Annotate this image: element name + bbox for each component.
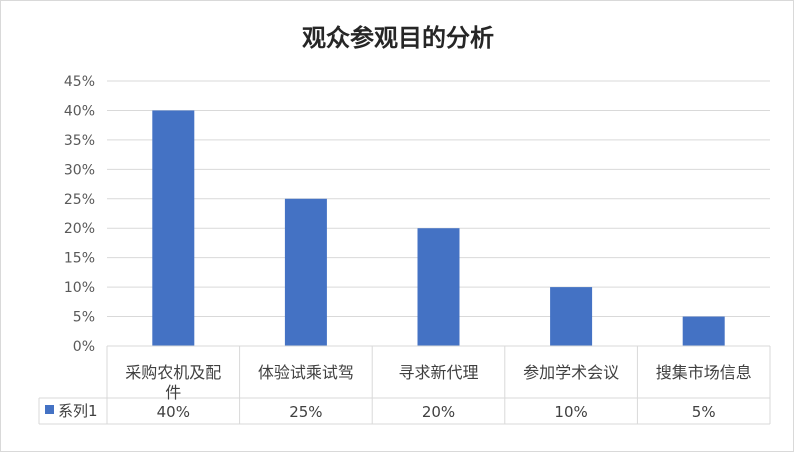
bar bbox=[550, 287, 593, 346]
y-tick-label: 0% bbox=[73, 339, 95, 355]
table-value: 10% bbox=[554, 403, 587, 421]
bars bbox=[152, 110, 725, 346]
y-tick-label: 30% bbox=[64, 162, 95, 178]
y-tick-label: 20% bbox=[64, 221, 95, 237]
y-tick-label: 35% bbox=[64, 133, 95, 149]
bar bbox=[682, 316, 725, 346]
category-label: 寻求新代理 bbox=[398, 363, 478, 382]
y-tick-label: 10% bbox=[64, 280, 95, 296]
chart-title: 观众参观目的分析 bbox=[302, 23, 494, 52]
category-label: 体验试乘试驾 bbox=[258, 363, 354, 382]
table-value: 5% bbox=[692, 403, 716, 421]
y-tick-label: 5% bbox=[73, 310, 95, 326]
category-label: 采购农机及配 bbox=[125, 363, 221, 382]
table-value: 25% bbox=[289, 403, 322, 421]
y-tick-label: 40% bbox=[64, 103, 95, 119]
y-axis-ticks: 0% 5% 10% 15% 20% 25% 30% 35% 40% 45% bbox=[64, 74, 95, 355]
series-name: 系列1 bbox=[58, 402, 98, 420]
table-value: 40% bbox=[157, 403, 190, 421]
y-tick-label: 25% bbox=[64, 192, 95, 208]
gridlines bbox=[107, 80, 770, 318]
category-label: 参加学术会议 bbox=[523, 363, 619, 382]
category-label: 件 bbox=[165, 383, 181, 402]
bar bbox=[284, 198, 327, 346]
table-value: 20% bbox=[422, 403, 455, 421]
y-tick-label: 15% bbox=[64, 251, 95, 267]
bar bbox=[417, 228, 460, 346]
bar bbox=[152, 110, 195, 346]
category-label: 搜集市场信息 bbox=[656, 363, 752, 382]
y-tick-label: 45% bbox=[64, 74, 95, 90]
legend-swatch bbox=[45, 405, 54, 414]
